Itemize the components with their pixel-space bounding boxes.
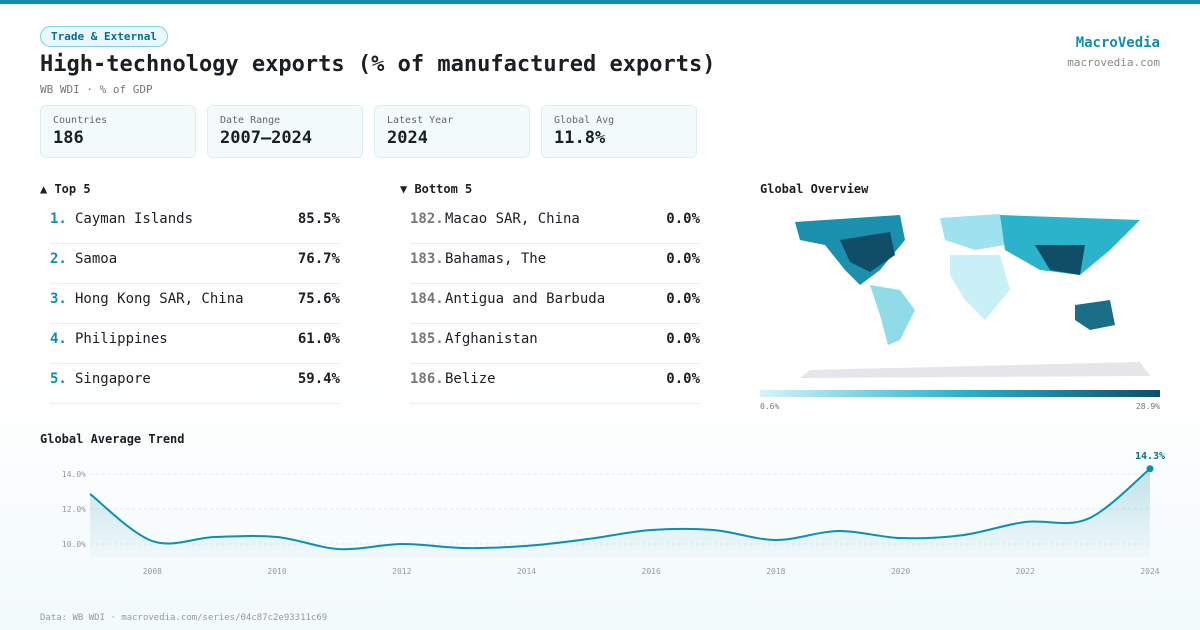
stat-card: Countries 186	[40, 105, 196, 158]
rank: 183.	[410, 251, 444, 267]
stat-label: Global Avg	[554, 115, 615, 126]
x-tick-label: 2016	[642, 567, 661, 576]
legend-max: 28.9%	[1136, 402, 1160, 411]
area	[90, 468, 1150, 558]
stat-label: Countries	[53, 115, 108, 126]
rank-row: 182. Macao SAR, China 0.0%	[410, 205, 700, 244]
stat-value: 11.8%	[554, 128, 606, 148]
rank: 185.	[410, 331, 444, 347]
country-name: Hong Kong SAR, China	[75, 291, 244, 307]
x-tick-label: 2014	[517, 567, 536, 576]
rank-row: 1. Cayman Islands 85.5%	[50, 205, 340, 244]
x-tick-label: 2008	[143, 567, 162, 576]
legend-min: 0.6%	[760, 402, 779, 411]
x-tick-label: 2020	[891, 567, 910, 576]
country-name: Antigua and Barbuda	[445, 291, 606, 307]
top-heading: ▲ Top 5	[40, 182, 91, 196]
title: High-technology exports (% of manufactur…	[40, 52, 716, 77]
rank: 3.	[50, 291, 67, 307]
stat-label: Date Range	[220, 115, 281, 126]
rank: 184.	[410, 291, 444, 307]
rank: 2.	[50, 251, 67, 267]
country-name: Philippines	[75, 331, 168, 347]
row-value: 0.0%	[666, 331, 700, 347]
x-tick-label: 2010	[267, 567, 286, 576]
chart-title: Global Average Trend	[40, 432, 185, 446]
rank-row: 5. Singapore 59.4%	[50, 365, 340, 404]
badge: Trade & External	[40, 26, 168, 47]
rank: 5.	[50, 371, 67, 387]
row-value: 0.0%	[666, 211, 700, 227]
stat-value: 2007–2024	[220, 128, 313, 148]
rank: 4.	[50, 331, 67, 347]
x-tick-label: 2018	[766, 567, 785, 576]
row-value: 0.0%	[666, 251, 700, 267]
rank-row: 2. Samoa 76.7%	[50, 245, 340, 284]
rank-row: 185. Afghanistan 0.0%	[410, 325, 700, 364]
row-value: 75.6%	[297, 291, 340, 307]
x-tick-label: 2022	[1016, 567, 1035, 576]
stat-value: 186	[53, 128, 84, 148]
world-map	[795, 214, 1150, 378]
country-name: Bahamas, The	[445, 251, 547, 267]
x-tick-label: 2024	[1140, 567, 1159, 576]
footer: Data: WB WDI · macrovedia.com/series/04c…	[40, 613, 328, 623]
country-name: Samoa	[75, 251, 118, 267]
subtitle: WB WDI · % of GDP	[40, 83, 153, 96]
rank-row: 186. Belize 0.0%	[410, 365, 700, 404]
country-name: Belize	[445, 371, 496, 387]
stat-value: 2024	[387, 128, 428, 148]
country-name: Afghanistan	[445, 331, 538, 347]
stat-card: Global Avg 11.8%	[541, 105, 697, 158]
row-value: 0.0%	[666, 371, 700, 387]
map-heading: Global Overview	[760, 182, 869, 196]
brand: MacroVedia	[1075, 35, 1160, 51]
rank-row: 4. Philippines 61.0%	[50, 325, 340, 364]
row-value: 59.4%	[297, 371, 340, 387]
stat-card: Latest Year 2024	[374, 105, 530, 158]
line	[89, 467, 1151, 551]
brand-url: macrovedia.com	[1067, 56, 1160, 69]
country-name: Cayman Islands	[75, 211, 194, 227]
legend-gradient	[760, 390, 1160, 397]
x-tick-label: 2012	[392, 567, 411, 576]
end-point	[1146, 465, 1154, 473]
stat-label: Latest Year	[387, 115, 454, 126]
rank-row: 3. Hong Kong SAR, China 75.6%	[50, 285, 340, 324]
rank-row: 184. Antigua and Barbuda 0.0%	[410, 285, 700, 324]
rank-row: 183. Bahamas, The 0.0%	[410, 245, 700, 284]
value-label: 14.3%	[1135, 451, 1165, 462]
rank: 186.	[410, 371, 444, 387]
rank: 1.	[50, 211, 67, 227]
rank: 182.	[410, 211, 444, 227]
y-tick-label: 12.0%	[62, 505, 86, 514]
country-name: Macao SAR, China	[445, 211, 580, 227]
top-bar	[0, 0, 1200, 4]
row-value: 85.5%	[297, 211, 340, 227]
country-name: Singapore	[75, 371, 151, 387]
y-tick-label: 10.0%	[62, 540, 86, 549]
stat-card: Date Range 2007–2024	[207, 105, 363, 158]
row-value: 61.0%	[297, 331, 340, 347]
bottom-heading: ▼ Bottom 5	[400, 182, 473, 196]
y-tick-label: 14.0%	[62, 470, 86, 479]
row-value: 76.7%	[297, 251, 340, 267]
row-value: 0.0%	[666, 291, 700, 307]
